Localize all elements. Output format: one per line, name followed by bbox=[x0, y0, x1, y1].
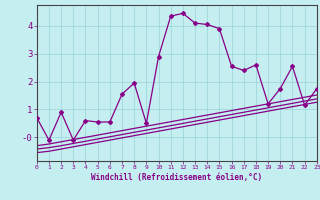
X-axis label: Windchill (Refroidissement éolien,°C): Windchill (Refroidissement éolien,°C) bbox=[91, 173, 262, 182]
